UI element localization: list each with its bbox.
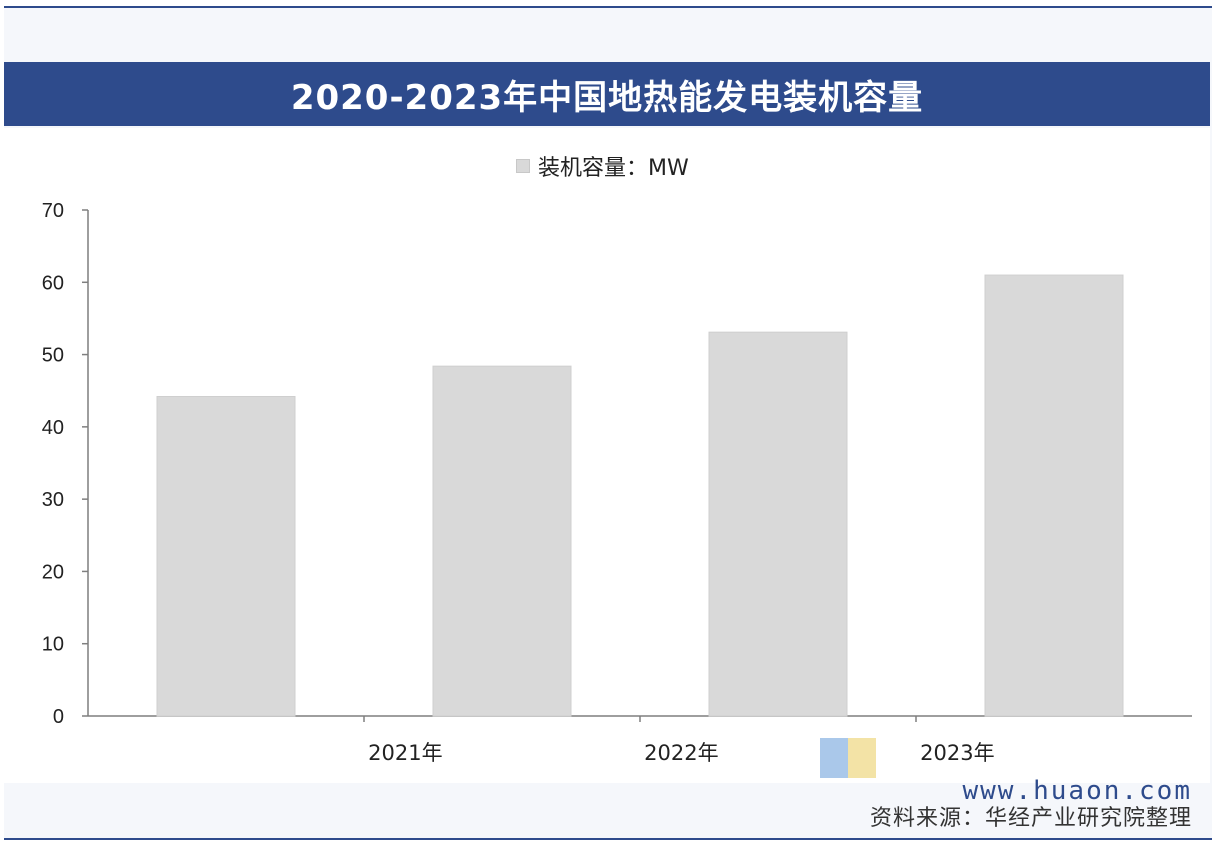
x-tick-label: 2023年: [920, 741, 994, 765]
legend-label: 装机容量：MW: [538, 156, 689, 181]
logo-mark-yellow: [848, 738, 876, 778]
chart-title: 2020-2023年中国地热能发电装机容量: [290, 77, 924, 118]
legend-swatch: [516, 159, 530, 173]
y-tick-label: 50: [42, 345, 64, 367]
logo-mark-blue: [820, 738, 848, 778]
site-url: www.huaon.com: [962, 776, 1192, 806]
y-tick-label: 10: [42, 634, 64, 656]
legend: 装机容量：MW: [516, 152, 689, 181]
bar: [432, 365, 572, 717]
title-bar: 2020-2023年中国地热能发电装机容量: [4, 62, 1210, 126]
x-tick-label: 2022年: [644, 741, 718, 765]
bar: [984, 274, 1124, 717]
x-tick-label: 2021年: [368, 741, 442, 765]
y-tick-label: 30: [42, 489, 64, 511]
y-tick-label: 60: [42, 272, 64, 294]
bar: [708, 331, 848, 717]
source-note: 资料来源：华经产业研究院整理: [869, 806, 1192, 831]
y-tick-label: 0: [53, 706, 64, 728]
y-tick-label: 40: [42, 417, 64, 439]
y-tick-label: 70: [42, 200, 64, 222]
bar: [156, 395, 296, 717]
y-tick-label: 20: [42, 561, 64, 583]
